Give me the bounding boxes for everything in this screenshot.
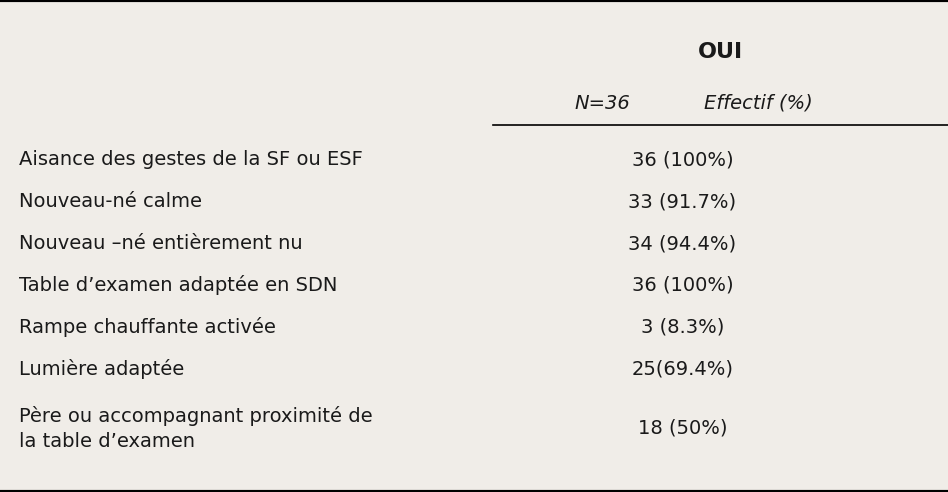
Text: Nouveau –né entièrement nu: Nouveau –né entièrement nu [19, 234, 302, 253]
Text: 3 (8.3%): 3 (8.3%) [641, 318, 724, 337]
Text: 36 (100%): 36 (100%) [631, 151, 734, 169]
Text: N=36: N=36 [574, 94, 629, 113]
Text: Nouveau-né calme: Nouveau-né calme [19, 192, 202, 211]
Text: Effectif (%): Effectif (%) [704, 94, 812, 113]
Text: 25(69.4%): 25(69.4%) [631, 360, 734, 378]
Text: 34 (94.4%): 34 (94.4%) [629, 234, 737, 253]
Text: 18 (50%): 18 (50%) [638, 419, 727, 437]
Text: 33 (91.7%): 33 (91.7%) [629, 192, 737, 211]
Text: 36 (100%): 36 (100%) [631, 276, 734, 295]
Text: OUI: OUI [698, 42, 743, 62]
Text: Aisance des gestes de la SF ou ESF: Aisance des gestes de la SF ou ESF [19, 151, 363, 169]
Text: Table d’examen adaptée en SDN: Table d’examen adaptée en SDN [19, 276, 337, 295]
Text: Lumière adaptée: Lumière adaptée [19, 359, 184, 379]
Text: Père ou accompagnant proximité de
la table d’examen: Père ou accompagnant proximité de la tab… [19, 405, 373, 451]
Text: Rampe chauffante activée: Rampe chauffante activée [19, 317, 276, 337]
